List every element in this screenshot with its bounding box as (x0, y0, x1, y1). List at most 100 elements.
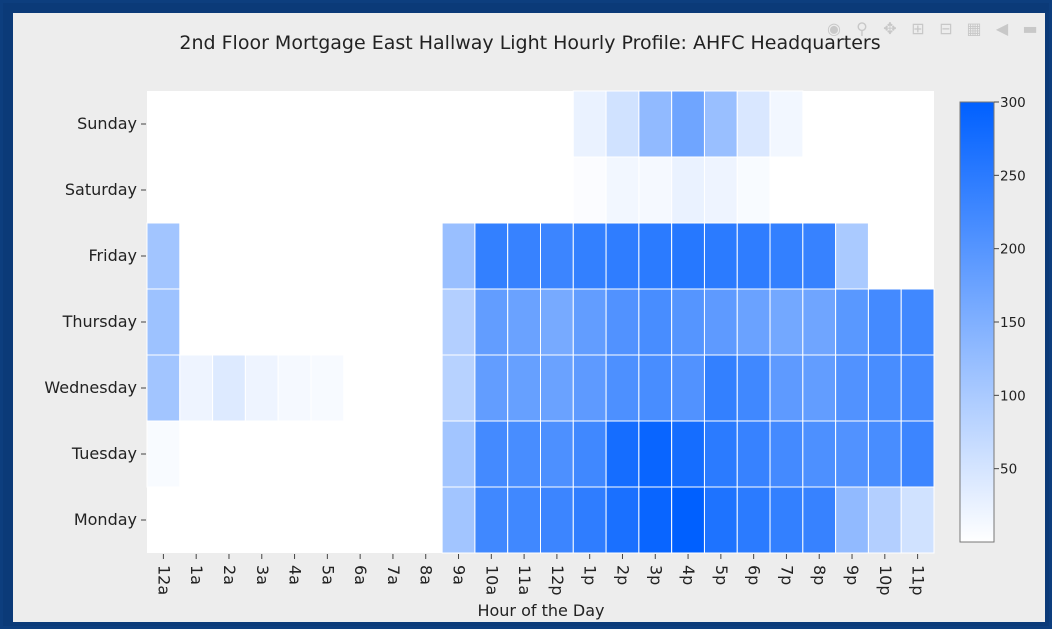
heatmap-cell[interactable] (802, 486, 837, 554)
heatmap-cell[interactable] (703, 288, 738, 356)
heatmap-cell[interactable] (703, 354, 738, 422)
heatmap-cell[interactable] (343, 157, 377, 223)
heatmap-cell[interactable] (835, 354, 869, 422)
heatmap-cell[interactable] (572, 486, 607, 554)
heatmap-cell[interactable] (540, 486, 574, 554)
heatmap-cell[interactable] (146, 288, 181, 356)
heatmap-cell[interactable] (343, 487, 377, 553)
heatmap-cell[interactable] (343, 289, 377, 355)
heatmap-cell[interactable] (376, 289, 410, 355)
heatmap-cell[interactable] (179, 487, 213, 553)
heatmap-cell[interactable] (212, 157, 246, 223)
heatmap-cell[interactable] (409, 91, 443, 157)
heatmap-cell[interactable] (736, 420, 771, 488)
heatmap-cell[interactable] (605, 288, 640, 356)
reset-icon[interactable]: ◀ (995, 19, 1009, 38)
heatmap-cell[interactable] (638, 486, 673, 554)
heatmap-cell[interactable] (638, 90, 673, 158)
heatmap-cell[interactable] (310, 91, 344, 157)
heatmap-cell[interactable] (245, 487, 279, 553)
zoom-in-icon[interactable]: ⊞ (911, 19, 925, 38)
heatmap-cell[interactable] (572, 156, 607, 224)
heatmap-cell[interactable] (474, 354, 509, 422)
heatmap-cell[interactable] (868, 157, 902, 223)
heatmap-cell[interactable] (901, 157, 934, 223)
heatmap-cell[interactable] (343, 421, 377, 487)
heatmap-cell[interactable] (277, 354, 312, 422)
heatmap-cell[interactable] (605, 222, 640, 290)
heatmap-cell[interactable] (409, 289, 443, 355)
heatmap-cell[interactable] (769, 486, 804, 554)
heatmap-cell[interactable] (278, 421, 311, 487)
heatmap-cell[interactable] (179, 289, 213, 355)
heatmap-cell[interactable] (310, 157, 344, 223)
heatmap-cell[interactable] (507, 222, 541, 290)
heatmap-cell[interactable] (179, 91, 213, 157)
heatmap-cell[interactable] (900, 354, 935, 422)
heatmap-cell[interactable] (605, 420, 640, 488)
heatmap-cell[interactable] (409, 223, 443, 289)
heatmap-cell[interactable] (278, 223, 311, 289)
heatmap-cell[interactable] (736, 354, 771, 422)
heatmap-cell[interactable] (507, 288, 541, 356)
heatmap-cell[interactable] (572, 222, 607, 290)
heatmap-cell[interactable] (835, 420, 869, 488)
heatmap-cell[interactable] (802, 420, 837, 488)
heatmap-cell[interactable] (409, 355, 443, 421)
heatmap-cell[interactable] (736, 90, 771, 158)
heatmap-cell[interactable] (310, 354, 345, 422)
heatmap-cell[interactable] (900, 288, 935, 356)
heatmap-cell[interactable] (802, 354, 837, 422)
heatmap-cell[interactable] (867, 288, 902, 356)
heatmap-cell[interactable] (802, 91, 836, 157)
heatmap-cell[interactable] (900, 486, 935, 554)
heatmap-cell[interactable] (474, 288, 509, 356)
heatmap-cell[interactable] (245, 91, 279, 157)
heatmap-cell[interactable] (835, 486, 869, 554)
heatmap-cell[interactable] (212, 223, 246, 289)
heatmap-cell[interactable] (835, 222, 869, 290)
heatmap-cell[interactable] (409, 157, 443, 223)
heatmap-cell[interactable] (835, 157, 869, 223)
heatmap-cell[interactable] (278, 289, 311, 355)
hover-icon[interactable]: ▬ (1022, 19, 1038, 38)
heatmap-cell[interactable] (868, 91, 902, 157)
heatmap-cell[interactable] (343, 223, 377, 289)
zoom-out-icon[interactable]: ⊟ (939, 19, 953, 38)
heatmap-cell[interactable] (703, 222, 738, 290)
heatmap-cell[interactable] (867, 486, 902, 554)
heatmap-cell[interactable] (671, 486, 705, 554)
heatmap-cell[interactable] (671, 156, 705, 224)
heatmap-cell[interactable] (310, 223, 344, 289)
heatmap-cell[interactable] (442, 91, 475, 157)
heatmap-cell[interactable] (441, 354, 476, 422)
heatmap-cell[interactable] (507, 486, 541, 554)
heatmap-cell[interactable] (179, 157, 213, 223)
heatmap-cell[interactable] (146, 420, 181, 488)
heatmap-cell[interactable] (605, 156, 640, 224)
heatmap-cell[interactable] (212, 487, 246, 553)
heatmap-cell[interactable] (310, 289, 344, 355)
heatmap-cell[interactable] (769, 420, 804, 488)
heatmap-cell[interactable] (278, 91, 311, 157)
heatmap-cell[interactable] (769, 288, 804, 356)
heatmap-cell[interactable] (376, 223, 410, 289)
heatmap-cell[interactable] (605, 90, 640, 158)
heatmap-cell[interactable] (736, 486, 771, 554)
heatmap-cell[interactable] (409, 487, 443, 553)
heatmap-cell[interactable] (540, 420, 574, 488)
heatmap-cell[interactable] (638, 222, 673, 290)
heatmap-cell[interactable] (572, 354, 607, 422)
heatmap-cell[interactable] (179, 223, 213, 289)
heatmap-cell[interactable] (310, 421, 344, 487)
heatmap-cell[interactable] (474, 91, 508, 157)
heatmap-cell[interactable] (507, 91, 541, 157)
heatmap-cell[interactable] (867, 354, 902, 422)
heatmap-cell[interactable] (540, 288, 574, 356)
heatmap-cell[interactable] (441, 288, 476, 356)
heatmap-cell[interactable] (376, 487, 410, 553)
heatmap-cell[interactable] (671, 354, 705, 422)
heatmap-cell[interactable] (736, 156, 771, 224)
zoom-icon[interactable]: ⚲ (856, 19, 868, 38)
heatmap-cell[interactable] (671, 288, 705, 356)
